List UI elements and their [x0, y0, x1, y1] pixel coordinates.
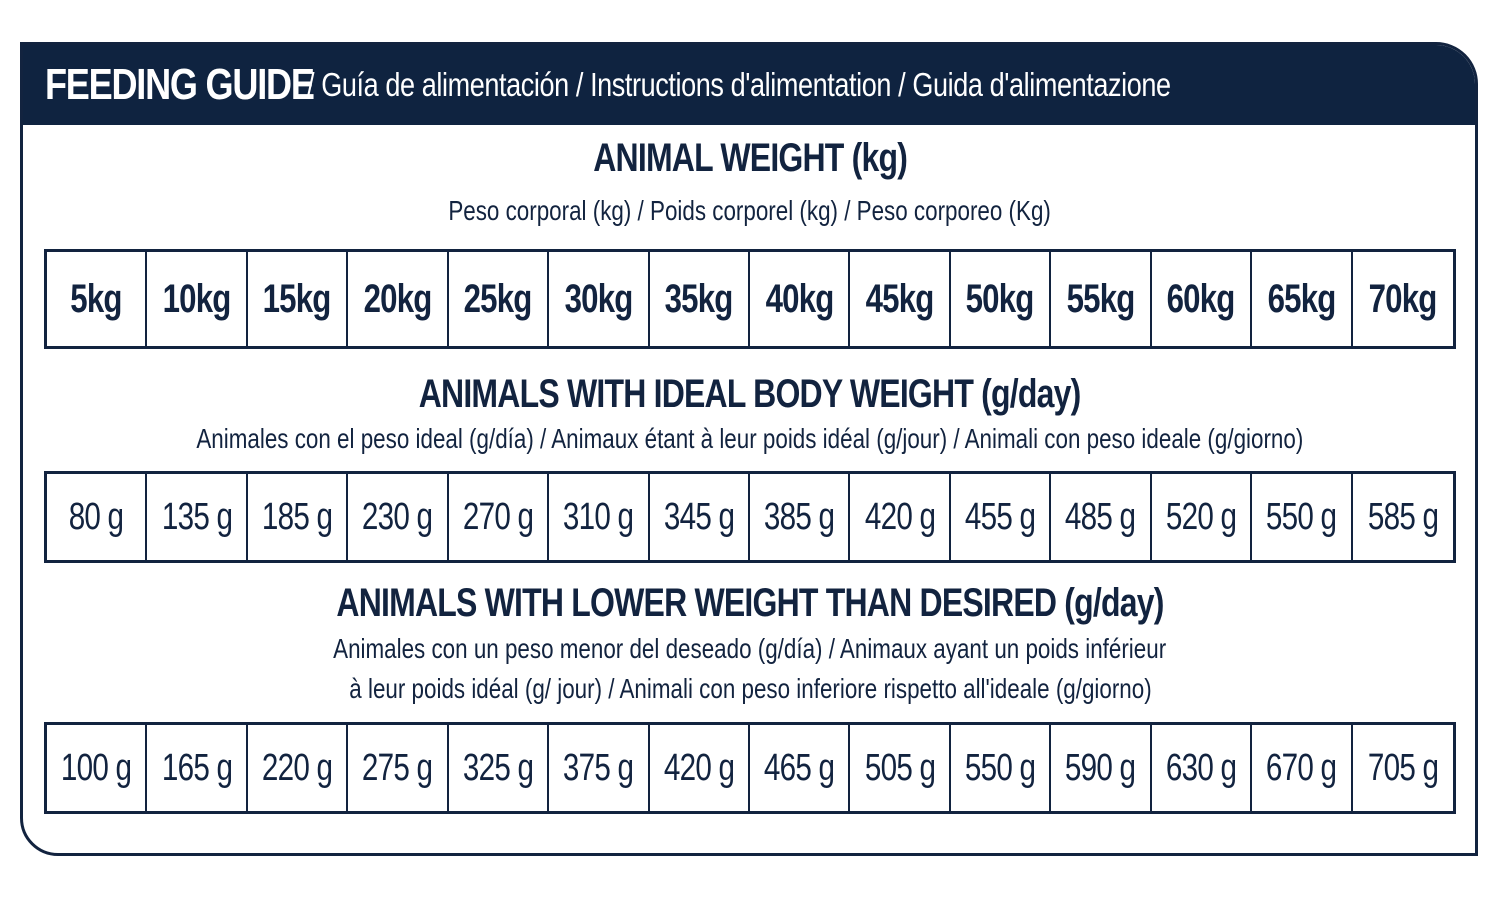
- weight-section-subtitle: Peso corporal (kg) / Poids corporel (kg)…: [448, 195, 1052, 226]
- lower-section-subtitle-2: à leur poids idéal (g/ jour) / Animali c…: [348, 673, 1152, 704]
- header-title: FEEDING GUIDE: [45, 60, 315, 109]
- table-cell: 185 g: [248, 474, 349, 560]
- table-cell: 630 g: [1152, 725, 1253, 811]
- table-cell: 385 g: [750, 474, 851, 560]
- table-cell: 65kg: [1252, 252, 1353, 346]
- table-cell: 465 g: [750, 725, 851, 811]
- table-cell: 550 g: [951, 725, 1052, 811]
- table-cell: 10kg: [147, 252, 248, 346]
- table-cell: 275 g: [348, 725, 449, 811]
- table-cell: 455 g: [951, 474, 1052, 560]
- table-cell: 135 g: [147, 474, 248, 560]
- table-cell: 45kg: [850, 252, 951, 346]
- table-cell: 345 g: [650, 474, 750, 560]
- table-cell: 325 g: [449, 725, 550, 811]
- weight-section-title: ANIMAL WEIGHT (kg): [593, 136, 908, 180]
- table-cell: 375 g: [549, 725, 650, 811]
- table-cell: 15kg: [248, 252, 349, 346]
- table-cell: 590 g: [1051, 725, 1152, 811]
- table-cell: 420 g: [850, 474, 951, 560]
- table-cell: 5kg: [47, 252, 148, 346]
- table-cell: 550 g: [1252, 474, 1353, 560]
- table-cell: 485 g: [1051, 474, 1152, 560]
- table-cell: 230 g: [348, 474, 449, 560]
- table-cell: 30kg: [549, 252, 650, 346]
- lower-row: 100 g 165 g 220 g 275 g 325 g 375 g 420 g 465 g…: [44, 722, 1456, 814]
- lower-section-title: ANIMALS WITH LOWER WEIGHT THAN DESIRED (…: [336, 581, 1164, 625]
- table-cell: 70kg: [1368, 276, 1438, 321]
- table-cell: 25kg: [449, 252, 550, 346]
- table-cell: 270 g: [449, 474, 550, 560]
- header-banner: FEEDING GUIDE / Guía de alimentación / I…: [23, 45, 1475, 125]
- table-cell: 310 g: [549, 474, 650, 560]
- table-cell: 40kg: [750, 252, 851, 346]
- table-cell: 520 g: [1152, 474, 1253, 560]
- feeding-guide-panel: FEEDING GUIDE / Guía de alimentación / I…: [20, 42, 1478, 856]
- table-cell: 100 g: [47, 725, 148, 811]
- table-cell: 505 g: [850, 725, 951, 811]
- table-cell: 80 g: [47, 474, 148, 560]
- table-cell: 60kg: [1152, 252, 1253, 346]
- table-cell: 50kg: [951, 252, 1052, 346]
- header-translations: / Guía de alimentación / Instructions d'…: [306, 66, 1171, 103]
- table-cell: 220 g: [248, 725, 349, 811]
- ideal-section-subtitle: Animales con el peso ideal (g/día) / Ani…: [196, 423, 1304, 454]
- table-cell: 670 g: [1252, 725, 1353, 811]
- weight-row: 5kg 10kg 15kg 20kg 25kg 30kg 35kg 40kg 45kg 50kg 5…: [44, 249, 1456, 349]
- table-cell: 20kg: [348, 252, 449, 346]
- table-cell: 585 g: [1367, 495, 1439, 538]
- table-cell: 35kg: [650, 252, 750, 346]
- ideal-section-title: ANIMALS WITH IDEAL BODY WEIGHT (g/day): [419, 372, 1082, 416]
- table-cell: 705 g: [1367, 746, 1439, 789]
- table-cell: 420 g: [650, 725, 750, 811]
- lower-section-subtitle-1: Animales con un peso menor del deseado (…: [333, 633, 1167, 664]
- table-cell: 165 g: [147, 725, 248, 811]
- table-cell: 55kg: [1051, 252, 1152, 346]
